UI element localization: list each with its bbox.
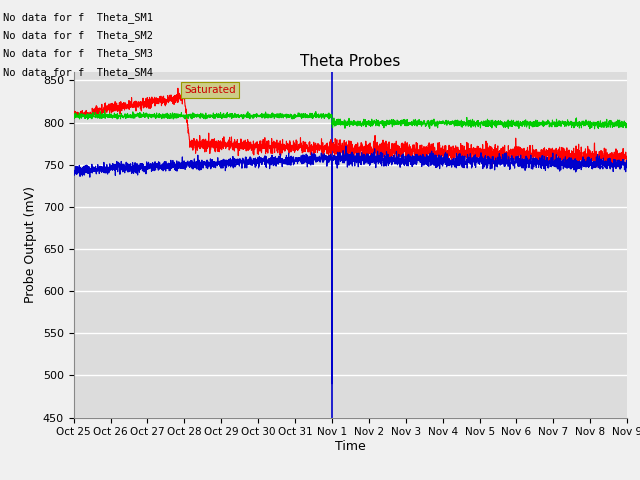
Title: Theta Probes: Theta Probes — [300, 54, 401, 70]
Y-axis label: Probe Output (mV): Probe Output (mV) — [24, 186, 37, 303]
Text: No data for f  Theta_SM4: No data for f Theta_SM4 — [3, 67, 153, 78]
Text: No data for f  Theta_SM2: No data for f Theta_SM2 — [3, 30, 153, 41]
X-axis label: Time: Time — [335, 440, 366, 453]
Text: No data for f  Theta_SM1: No data for f Theta_SM1 — [3, 12, 153, 23]
Text: Saturated: Saturated — [184, 85, 236, 95]
Text: No data for f  Theta_SM3: No data for f Theta_SM3 — [3, 48, 153, 60]
